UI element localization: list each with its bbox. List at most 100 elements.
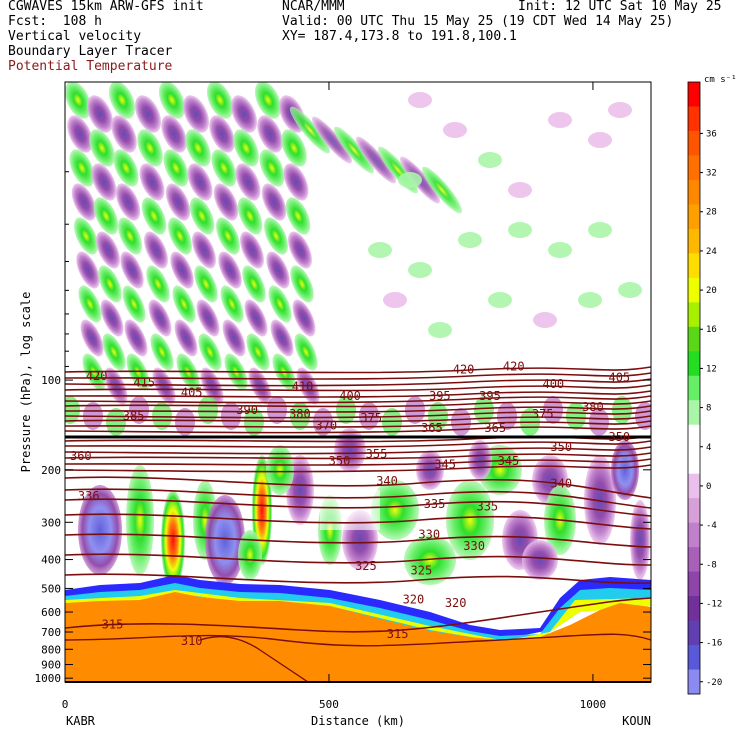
velocity-cell bbox=[508, 182, 532, 198]
theta-contour bbox=[65, 573, 651, 584]
theta-contour bbox=[65, 488, 651, 509]
theta-contour-label: 420 bbox=[453, 362, 475, 376]
colorbar-swatch bbox=[688, 351, 700, 377]
y-tick-label: 800 bbox=[41, 643, 61, 656]
velocity-cell bbox=[408, 92, 432, 108]
theta-contour bbox=[65, 464, 651, 473]
velocity-cell bbox=[266, 445, 294, 495]
velocity-cell bbox=[134, 95, 162, 133]
velocity-cell bbox=[451, 408, 471, 436]
velocity-cell bbox=[237, 197, 263, 235]
colorbar-label: 16 bbox=[706, 325, 717, 335]
velocity-cell bbox=[218, 251, 242, 289]
colorbar-swatch bbox=[688, 82, 700, 107]
colorbar-swatch bbox=[688, 326, 700, 352]
velocity-cell bbox=[215, 217, 241, 255]
velocity-cell bbox=[281, 129, 307, 167]
field-vertical-velocity: Vertical velocity bbox=[8, 29, 142, 44]
y-tick-label: 1000 bbox=[35, 672, 62, 685]
velocity-cell bbox=[69, 149, 95, 187]
theta-contour-label: 420 bbox=[86, 369, 108, 383]
forecast-hour: Fcst: 108 h bbox=[8, 14, 102, 29]
theta-contour-label: 325 bbox=[411, 563, 433, 577]
theta-contour-label: 325 bbox=[355, 559, 377, 573]
velocity-cell bbox=[170, 251, 194, 289]
theta-contour-label: 395 bbox=[429, 389, 451, 403]
theta-contour bbox=[65, 435, 651, 443]
colorbar-swatch bbox=[688, 498, 700, 524]
velocity-cell bbox=[220, 285, 244, 323]
velocity-cell bbox=[522, 540, 558, 580]
velocity-cell bbox=[398, 172, 422, 188]
colorbar-label: -4 bbox=[706, 521, 717, 531]
colorbar-units: cm s⁻¹ bbox=[704, 75, 737, 85]
theta-contour bbox=[65, 405, 651, 413]
velocity-cell bbox=[137, 129, 163, 167]
velocity-cell bbox=[117, 217, 143, 255]
velocity-cell bbox=[239, 231, 265, 269]
velocity-cell bbox=[618, 282, 642, 298]
velocity-cell bbox=[122, 285, 146, 323]
cross-section-endpoints: XY= 187.4,173.8 to 191.8,100.1 bbox=[282, 29, 517, 44]
velocity-cell bbox=[261, 183, 287, 221]
velocity-cell bbox=[588, 222, 612, 238]
colorbar-swatch bbox=[688, 424, 700, 450]
theta-contour bbox=[65, 384, 651, 392]
colorbar-swatch bbox=[688, 449, 700, 475]
theta-contour bbox=[65, 633, 651, 647]
velocity-cell bbox=[222, 319, 246, 357]
velocity-cell bbox=[139, 163, 165, 201]
velocity-cell bbox=[383, 292, 407, 308]
velocity-cell bbox=[80, 319, 104, 357]
theta-contour bbox=[65, 513, 651, 530]
velocity-cell bbox=[161, 115, 187, 153]
velocity-cell bbox=[294, 333, 318, 371]
y-tick-label: 200 bbox=[41, 464, 61, 477]
theta-contour-label: 335 bbox=[476, 499, 498, 513]
theta-contour-label: 370 bbox=[315, 418, 337, 432]
colorbar-label: 12 bbox=[706, 364, 717, 374]
velocity-cell bbox=[86, 95, 114, 133]
velocity-cell bbox=[458, 232, 482, 248]
velocity-cell bbox=[89, 129, 115, 167]
y-tick-label: 900 bbox=[41, 659, 61, 672]
velocity-cell bbox=[65, 396, 80, 424]
theta-contour-label: 350 bbox=[329, 454, 351, 468]
velocity-cell bbox=[446, 480, 494, 560]
velocity-cell bbox=[182, 95, 210, 133]
velocity-cell bbox=[238, 530, 262, 580]
theta-contour-label: 360 bbox=[70, 449, 92, 463]
theta-contour bbox=[65, 498, 651, 517]
colorbar-swatch bbox=[688, 204, 700, 230]
colorbar-frame bbox=[687, 81, 701, 695]
theta-contour-label: 330 bbox=[418, 528, 440, 542]
velocity-cell bbox=[287, 231, 313, 269]
colorbar-swatch bbox=[688, 571, 700, 597]
theta-contour bbox=[65, 378, 651, 387]
velocity-cell bbox=[533, 312, 557, 328]
y-tick-label: 600 bbox=[41, 606, 61, 619]
colorbar-swatch bbox=[688, 106, 700, 132]
velocity-cell bbox=[333, 126, 375, 174]
theta-contour-label: 315 bbox=[102, 617, 124, 631]
velocity-cell bbox=[630, 500, 650, 580]
theta-contour bbox=[65, 533, 651, 548]
y-tick-label: 300 bbox=[41, 516, 61, 529]
velocity-cell bbox=[233, 129, 259, 167]
theta-contour-label: 350 bbox=[608, 430, 630, 444]
velocity-cell bbox=[100, 299, 124, 337]
velocity-cell bbox=[266, 251, 290, 289]
y-tick-label: 100 bbox=[41, 374, 61, 387]
velocity-cell bbox=[334, 428, 366, 472]
colorbar-swatch bbox=[688, 473, 700, 499]
velocity-cell bbox=[124, 319, 148, 357]
theta-contour-label: 410 bbox=[292, 379, 314, 393]
theta-contour bbox=[65, 553, 651, 566]
velocity-cell bbox=[235, 163, 261, 201]
colorbar-swatch bbox=[688, 669, 700, 695]
organization-label: NCAR/MMM bbox=[282, 0, 345, 14]
theta-contour bbox=[65, 476, 651, 499]
field-boundary-layer-tracer: Boundary Layer Tracer bbox=[8, 44, 173, 59]
velocity-cell bbox=[78, 285, 102, 323]
colorbar-swatch bbox=[688, 400, 700, 426]
